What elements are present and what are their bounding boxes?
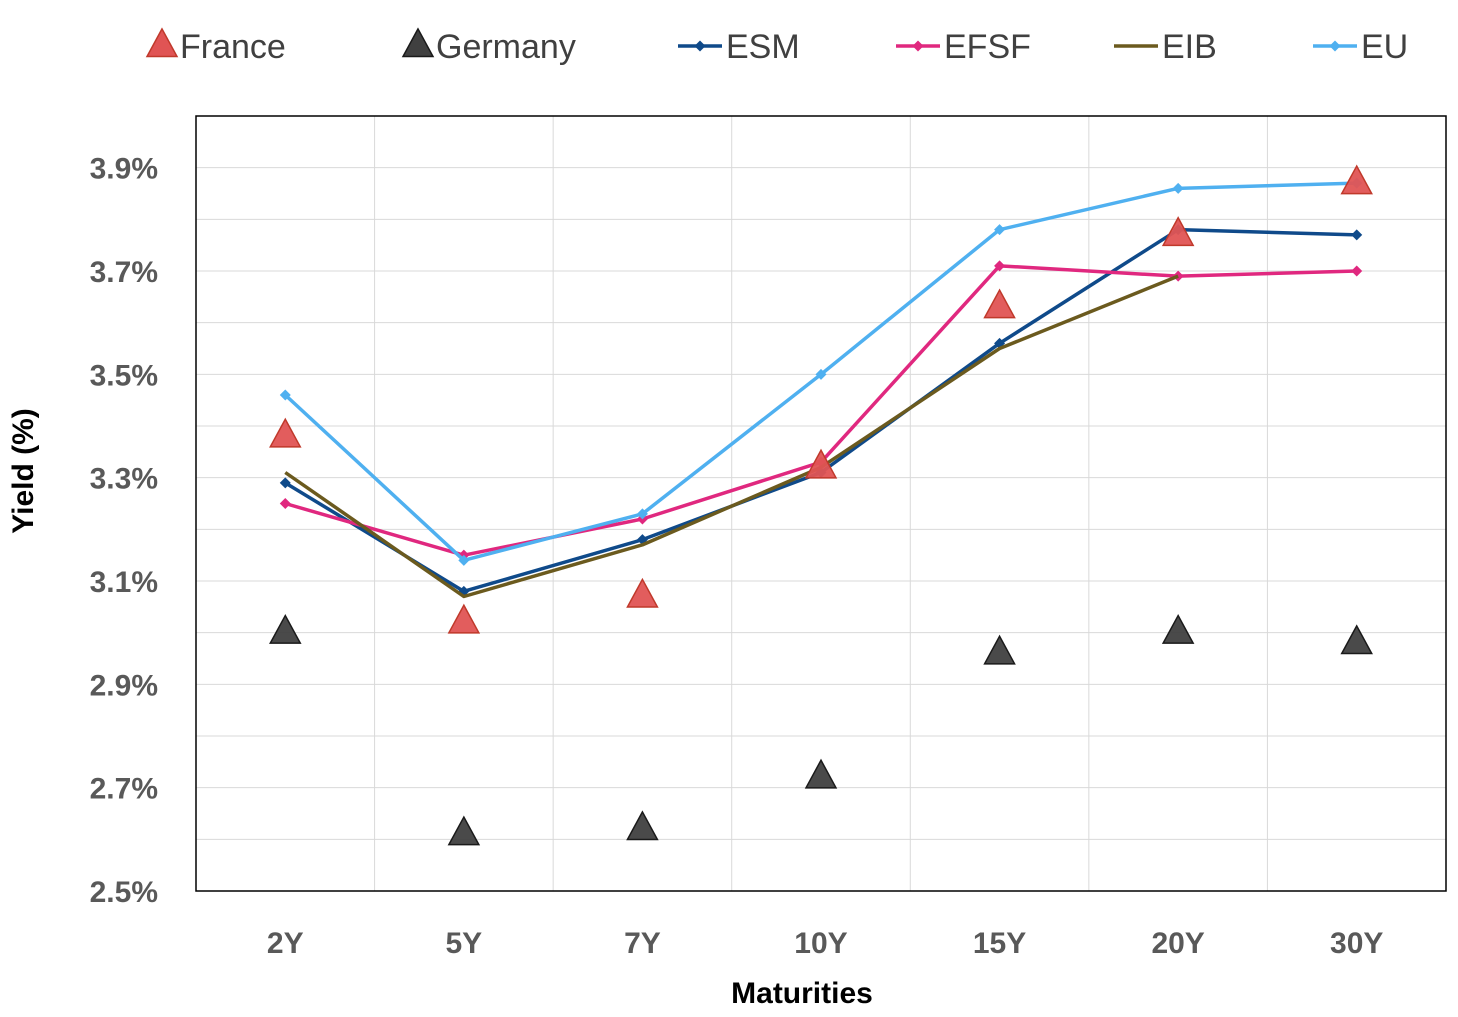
y-tick-label: 3.3% <box>90 463 158 496</box>
data-point-germany <box>447 815 481 846</box>
x-axis-title: Maturities <box>731 977 873 1010</box>
data-point-germany <box>269 613 302 644</box>
data-point-efsf <box>279 498 291 509</box>
legend-marker-efsf <box>912 40 924 52</box>
series-france <box>269 164 1373 634</box>
series-line-efsf <box>284 264 1357 557</box>
data-point-france <box>1340 164 1373 195</box>
plot-area-frame <box>195 115 1447 892</box>
data-point-efsf <box>994 260 1006 272</box>
data-point-esm <box>1351 229 1363 241</box>
legend-item-esm: ESM <box>678 28 800 66</box>
legend-item-efsf: EFSF <box>896 28 1031 66</box>
data-point-france <box>269 417 302 448</box>
legend-item-france: France <box>145 27 286 66</box>
legend-label-esm: ESM <box>726 28 800 66</box>
data-point-germany <box>1161 613 1195 644</box>
series-germany <box>269 613 1373 846</box>
series-efsf <box>279 260 1363 561</box>
data-point-germany <box>983 634 1016 665</box>
data-point-eu <box>636 508 648 520</box>
data-point-eu <box>279 389 291 401</box>
data-point-esm <box>279 477 291 489</box>
data-point-france <box>626 577 659 608</box>
x-tick-label: 15Y <box>973 927 1026 960</box>
data-point-france <box>983 288 1016 319</box>
legend-label-france: France <box>180 28 286 66</box>
x-tick-label: 5Y <box>446 927 483 960</box>
y-tick-label: 2.9% <box>90 669 158 702</box>
y-tick-label: 3.5% <box>90 359 158 392</box>
data-point-eu <box>994 224 1006 236</box>
x-tick-label: 10Y <box>794 927 847 960</box>
data-point-eu <box>1172 182 1184 194</box>
data-point-eu <box>815 368 827 380</box>
legend-item-germany: Germany <box>401 27 576 66</box>
legend-label-eu: EU <box>1361 28 1408 66</box>
y-axis-ticks: 2.5% 2.7% 2.9% 3.1% 3.3% 3.5% 3.7% 3.9% <box>90 153 158 909</box>
legend-item-eib: EIB <box>1114 28 1217 66</box>
grid <box>196 116 1446 891</box>
data-point-france <box>1161 216 1195 247</box>
y-tick-label: 2.7% <box>90 773 158 806</box>
y-axis-title: Yield (%) <box>7 408 40 534</box>
legend-label-efsf: EFSF <box>944 28 1031 66</box>
data-point-france <box>447 603 481 634</box>
legend-label-germany: Germany <box>436 28 576 66</box>
y-tick-label: 2.5% <box>90 876 158 909</box>
series <box>269 164 1373 846</box>
x-tick-label: 30Y <box>1330 927 1383 960</box>
series-eu <box>279 177 1363 566</box>
data-point-germany <box>626 810 659 841</box>
data-point-efsf <box>1351 265 1363 277</box>
legend-marker-eu <box>1329 40 1341 52</box>
legend-symbol-germany <box>401 27 435 58</box>
series-line-eib <box>284 274 1179 599</box>
x-tick-label: 20Y <box>1151 927 1204 960</box>
y-tick-label: 3.9% <box>90 153 158 186</box>
series-line-esm <box>284 227 1357 594</box>
legend: France Germany ESM EFSF EIB EU <box>145 27 1408 66</box>
legend-label-eib: EIB <box>1162 28 1217 66</box>
legend-marker-esm <box>694 40 706 52</box>
x-axis-ticks: 2Y 5Y 7Y 10Y 15Y 20Y 30Y <box>267 927 1383 960</box>
data-point-germany <box>1340 624 1373 655</box>
y-tick-label: 3.1% <box>90 566 158 599</box>
y-tick-label: 3.7% <box>90 256 158 289</box>
legend-item-eu: EU <box>1313 28 1408 66</box>
data-point-eu <box>458 554 470 566</box>
x-tick-label: 7Y <box>624 927 661 960</box>
legend-symbol-france <box>145 27 179 58</box>
series-eib <box>284 274 1179 599</box>
x-tick-label: 2Y <box>267 927 304 960</box>
data-point-germany <box>804 758 838 789</box>
data-point-france <box>804 448 838 479</box>
